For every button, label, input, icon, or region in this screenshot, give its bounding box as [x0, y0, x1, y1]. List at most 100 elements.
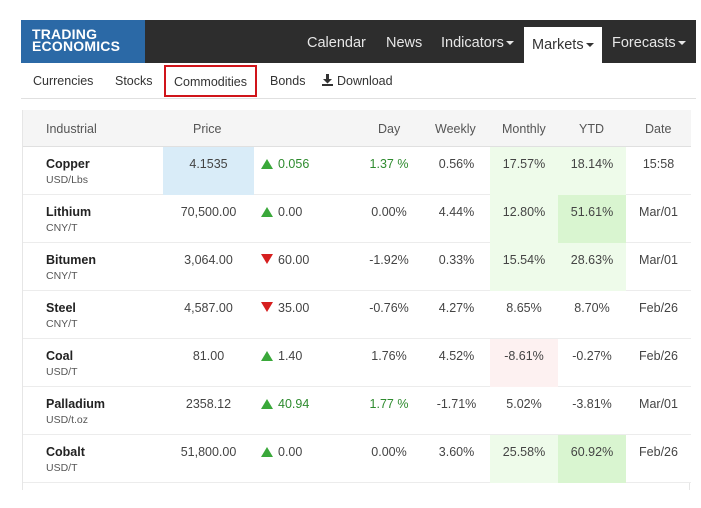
- nav-forecasts[interactable]: Forecasts: [612, 20, 686, 63]
- change-value: 0.056: [278, 157, 310, 171]
- header-price[interactable]: Price: [193, 122, 222, 136]
- monthly-cell: 12.80%: [490, 195, 558, 243]
- commodity-unit: USD/T: [46, 462, 78, 474]
- change-value: 1.40: [278, 349, 303, 363]
- commodity-unit: CNY/T: [46, 270, 78, 282]
- caret-down-icon: [505, 41, 514, 46]
- commodity-unit: USD/Lbs: [46, 174, 89, 186]
- weekly-cell: 4.44%: [438, 205, 475, 219]
- change-value: 0.00: [278, 445, 303, 459]
- ytd-cell: 60.92%: [558, 435, 626, 483]
- date-cell: Mar/01: [639, 205, 678, 219]
- markets-subnav: Currencies Stocks Commodities Bonds Down…: [21, 63, 696, 99]
- table-row[interactable]: Copper USD/Lbs 4.1535 0.056 1.37 % 0.56%…: [23, 147, 691, 195]
- brand-line2: ECONOMICS: [32, 38, 121, 54]
- subnav-bonds[interactable]: Bonds: [270, 74, 306, 88]
- price-cell: 70,500.00: [180, 205, 237, 219]
- commodity-name[interactable]: Lithium: [46, 205, 92, 219]
- table-row[interactable]: Steel CNY/T 4,587.00 35.00 -0.76% 4.27% …: [23, 291, 691, 339]
- price-cell: 3,064.00: [184, 253, 233, 267]
- commodity-unit: USD/t.oz: [46, 414, 89, 426]
- nav-forecasts-label: Forecasts: [612, 35, 676, 51]
- nav-indicators-label: Indicators: [441, 35, 504, 51]
- commodity-name[interactable]: Palladium: [46, 397, 106, 411]
- change-cell: 60.00: [261, 243, 309, 291]
- day-cell: -1.92%: [369, 253, 409, 267]
- weekly-cell: 4.27%: [438, 301, 475, 315]
- table-row[interactable]: Coal USD/T 81.00 1.40 1.76% 4.52% -8.61%…: [23, 339, 691, 387]
- monthly-cell: 15.54%: [490, 243, 558, 291]
- table-row[interactable]: Palladium USD/t.oz 2358.12 40.94 1.77 % …: [23, 387, 691, 435]
- monthly-cell: 5.02%: [506, 397, 542, 411]
- download-icon: [322, 74, 333, 86]
- commodity-unit: CNY/T: [46, 222, 78, 234]
- nav-news[interactable]: News: [386, 35, 423, 51]
- price-cell: 81.00: [192, 349, 225, 363]
- commodity-name[interactable]: Copper: [46, 157, 90, 171]
- day-cell: -0.76%: [369, 301, 409, 315]
- nav-markets[interactable]: Markets: [524, 27, 602, 63]
- day-cell: 1.76%: [371, 349, 407, 363]
- commodity-unit: CNY/T: [46, 318, 78, 330]
- price-cell: 4.1535: [163, 147, 254, 195]
- header-monthly[interactable]: Monthly: [502, 122, 546, 136]
- table-row[interactable]: Bitumen CNY/T 3,064.00 60.00 -1.92% 0.33…: [23, 243, 691, 291]
- change-value: 60.00: [278, 253, 310, 267]
- brand-line1: TRADING: [32, 26, 98, 42]
- commodities-table: Industrial Price Day Weekly Monthly YTD …: [22, 110, 691, 490]
- ytd-cell: 51.61%: [558, 195, 626, 243]
- ytd-cell: -0.27%: [572, 349, 612, 363]
- subnav-commodities[interactable]: Commodities: [164, 65, 257, 97]
- triangle-down-icon: [261, 302, 273, 312]
- caret-down-icon: [585, 43, 594, 48]
- commodity-name[interactable]: Coal: [46, 349, 74, 363]
- change-cell: 1.40: [261, 339, 302, 387]
- nav-indicators[interactable]: Indicators: [441, 20, 514, 63]
- price-cell: 4,587.00: [184, 301, 233, 315]
- change-cell: 0.056: [261, 147, 309, 195]
- brand-logo[interactable]: TRADING ECONOMICS: [21, 20, 145, 63]
- change-cell: 0.00: [261, 195, 302, 243]
- caret-down-icon: [677, 41, 686, 46]
- change-cell: 0.00: [261, 435, 302, 483]
- ytd-cell: -3.81%: [572, 397, 612, 411]
- triangle-up-icon: [261, 351, 273, 361]
- header-weekly[interactable]: Weekly: [435, 122, 476, 136]
- ytd-cell: 28.63%: [558, 243, 626, 291]
- price-cell: 51,800.00: [180, 445, 237, 459]
- date-cell: Feb/26: [639, 301, 678, 315]
- commodity-unit: USD/T: [46, 366, 78, 378]
- day-cell: 1.37 %: [369, 157, 409, 171]
- nav-calendar[interactable]: Calendar: [307, 35, 366, 51]
- price-cell: 2358.12: [185, 397, 232, 411]
- change-cell: 40.94: [261, 387, 309, 435]
- date-cell: Mar/01: [639, 397, 678, 411]
- change-value: 35.00: [278, 301, 310, 315]
- triangle-up-icon: [261, 159, 273, 169]
- ytd-cell: 18.14%: [558, 147, 626, 195]
- header-ytd[interactable]: YTD: [579, 122, 604, 136]
- subnav-currencies[interactable]: Currencies: [33, 74, 94, 88]
- triangle-down-icon: [261, 254, 273, 264]
- day-cell: 1.77 %: [369, 397, 409, 411]
- header-industrial[interactable]: Industrial: [46, 122, 97, 136]
- table-row[interactable]: Lithium CNY/T 70,500.00 0.00 0.00% 4.44%…: [23, 195, 691, 243]
- weekly-cell: 0.56%: [438, 157, 475, 171]
- header-day[interactable]: Day: [378, 122, 401, 136]
- monthly-cell: -8.61%: [490, 339, 558, 387]
- day-cell: 0.00%: [371, 205, 407, 219]
- header-date[interactable]: Date: [645, 122, 672, 136]
- date-cell: Mar/01: [639, 253, 678, 267]
- commodity-name[interactable]: Steel: [46, 301, 76, 315]
- subnav-stocks[interactable]: Stocks: [115, 74, 153, 88]
- ytd-cell: 8.70%: [574, 301, 610, 315]
- subnav-download[interactable]: Download: [322, 63, 393, 99]
- monthly-cell: 8.65%: [506, 301, 542, 315]
- date-cell: Feb/26: [639, 349, 678, 363]
- table-row[interactable]: Cobalt USD/T 51,800.00 0.00 0.00% 3.60% …: [23, 435, 691, 483]
- weekly-cell: 0.33%: [438, 253, 475, 267]
- change-value: 0.00: [278, 205, 303, 219]
- monthly-cell: 25.58%: [490, 435, 558, 483]
- commodity-name[interactable]: Bitumen: [46, 253, 96, 267]
- commodity-name[interactable]: Cobalt: [46, 445, 85, 459]
